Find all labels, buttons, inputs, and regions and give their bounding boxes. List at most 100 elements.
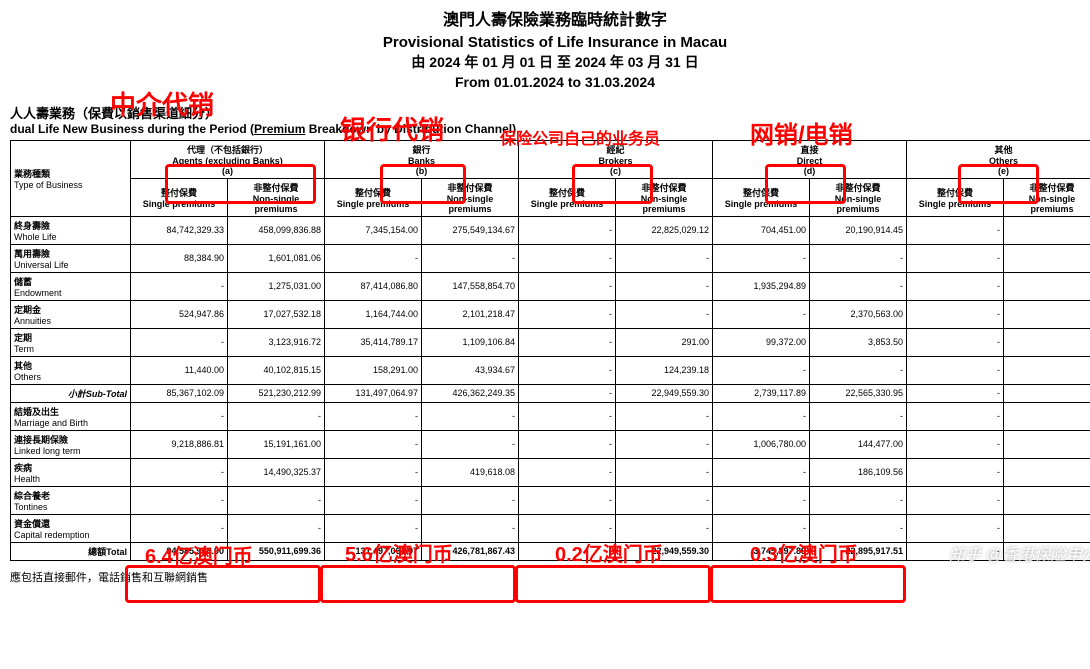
- row-label: 資金償還Capital redemption: [11, 514, 131, 542]
- cell: 186,109.56: [810, 458, 907, 486]
- cell: 524,947.86: [131, 300, 228, 328]
- table-row: 小計Sub-Total85,367,102.09521,230,212.9913…: [11, 384, 1090, 402]
- cell: -: [325, 514, 422, 542]
- col-single: 整付保費Single premiums: [325, 178, 422, 216]
- row-label: 總額Total: [11, 542, 131, 560]
- table-row: 連接長期保險Linked long term9,218,886.8115,191…: [11, 430, 1090, 458]
- cell: -: [519, 514, 616, 542]
- type-header: 業務種類 Type of Business: [11, 140, 131, 216]
- cell: -: [907, 514, 1004, 542]
- cell: -: [907, 216, 1004, 244]
- cell: -: [422, 244, 519, 272]
- row-label: 疾病Health: [11, 458, 131, 486]
- cell: -: [325, 402, 422, 430]
- cell: 1,006,780.00: [713, 430, 810, 458]
- cell: -: [810, 402, 907, 430]
- cell: -: [422, 514, 519, 542]
- cell: -: [131, 328, 228, 356]
- cell: 22,565,330.95: [810, 384, 907, 402]
- cell: 521,230,212.99: [228, 384, 325, 402]
- cell: 17,027,532.18: [228, 300, 325, 328]
- cell: -: [1004, 356, 1090, 384]
- cell: -: [519, 272, 616, 300]
- cell: -: [325, 244, 422, 272]
- cell: -: [810, 356, 907, 384]
- cell: -: [325, 430, 422, 458]
- cell: 124,239.18: [616, 356, 713, 384]
- cell: 147,558,854.70: [422, 272, 519, 300]
- table-row: 其他Others11,440.0040,102,815.15158,291.00…: [11, 356, 1090, 384]
- header-row-sub: 整付保費Single premiums非整付保費Non-single premi…: [11, 178, 1090, 216]
- cell: -: [616, 244, 713, 272]
- cell: 9,218,886.81: [131, 430, 228, 458]
- cell: -: [131, 514, 228, 542]
- table-row: 結婚及出生Marriage and Birth----------: [11, 402, 1090, 430]
- table-row: 綜合養老Tontines----------: [11, 486, 1090, 514]
- cell: -: [907, 300, 1004, 328]
- row-label: 定期金Annuities: [11, 300, 131, 328]
- cell: -: [907, 328, 1004, 356]
- table-row: 儲蓄Endowment-1,275,031.0087,414,086.80147…: [11, 272, 1090, 300]
- col-single: 整付保費Single premiums: [907, 178, 1004, 216]
- cell: -: [907, 402, 1004, 430]
- channel-banks: 銀行Banks(b): [325, 140, 519, 178]
- cell: 43,934.67: [422, 356, 519, 384]
- col-nonsingle: 非整付保費Non-single premiums: [422, 178, 519, 216]
- cell: -: [131, 458, 228, 486]
- footnote: 應包括直接郵件，電話銷售和互聯網銷售: [10, 569, 1090, 585]
- cell: -: [519, 384, 616, 402]
- watermark: 知乎 @香港保险申介: [949, 541, 1090, 565]
- cell: 87,414,086.80: [325, 272, 422, 300]
- row-label: 結婚及出生Marriage and Birth: [11, 402, 131, 430]
- row-label: 定期Term: [11, 328, 131, 356]
- cell: -: [422, 486, 519, 514]
- cell: -: [325, 486, 422, 514]
- cell: -: [1004, 328, 1090, 356]
- cell: 11,440.00: [131, 356, 228, 384]
- cell: -: [1004, 486, 1090, 514]
- cell: -: [519, 216, 616, 244]
- cell: -: [1004, 402, 1090, 430]
- cell: 3,745,897.89: [713, 542, 810, 560]
- cell: -: [907, 430, 1004, 458]
- cell: -: [1004, 216, 1090, 244]
- cell: 426,781,867.43: [422, 542, 519, 560]
- cell: -: [519, 300, 616, 328]
- cell: -: [131, 486, 228, 514]
- section-title-cn: 人人壽業務（保費以銷售渠道細分）: [10, 103, 1090, 122]
- table-row: 終身壽險Whole Life84,742,329.33458,099,836.8…: [11, 216, 1090, 244]
- cell: 131,497,064.97: [325, 542, 422, 560]
- cell: 704,451.00: [713, 216, 810, 244]
- cell: 22,949,559.30: [616, 384, 713, 402]
- cell: -: [810, 272, 907, 300]
- cell: 2,739,117.89: [713, 384, 810, 402]
- cell: -: [713, 486, 810, 514]
- cell: -: [519, 328, 616, 356]
- cell: -: [907, 272, 1004, 300]
- channel-brokers: 經紀Brokers(c): [519, 140, 713, 178]
- cell: -: [1004, 300, 1090, 328]
- cell: -: [1004, 244, 1090, 272]
- channel-others: 其他Others(e): [907, 140, 1090, 178]
- cell: 2,101,218.47: [422, 300, 519, 328]
- cell: -: [519, 458, 616, 486]
- col-nonsingle: 非整付保費Non-single premiums: [616, 178, 713, 216]
- title-cn: 澳門人壽保險業務臨時統計數字: [10, 10, 1090, 32]
- cell: -: [422, 430, 519, 458]
- cell: 94,585,988.90: [131, 542, 228, 560]
- col-single: 整付保費Single premiums: [131, 178, 228, 216]
- col-single: 整付保費Single premiums: [519, 178, 616, 216]
- period-cn: 由 2024 年 01 月 01 日 至 2024 年 03 月 31 日: [10, 53, 1090, 73]
- table-row: 總額Total94,585,988.90550,911,699.36131,49…: [11, 542, 1090, 560]
- cell: -: [616, 514, 713, 542]
- cell: -: [519, 486, 616, 514]
- cell: -: [907, 486, 1004, 514]
- cell: -: [616, 272, 713, 300]
- cell: 14,490,325.37: [228, 458, 325, 486]
- cell: 88,384.90: [131, 244, 228, 272]
- cell: 22,825,029.12: [616, 216, 713, 244]
- cell: 1,601,081.06: [228, 244, 325, 272]
- table-row: 疾病Health-14,490,325.37-419,618.08---186,…: [11, 458, 1090, 486]
- cell: -: [131, 272, 228, 300]
- cell: 1,164,744.00: [325, 300, 422, 328]
